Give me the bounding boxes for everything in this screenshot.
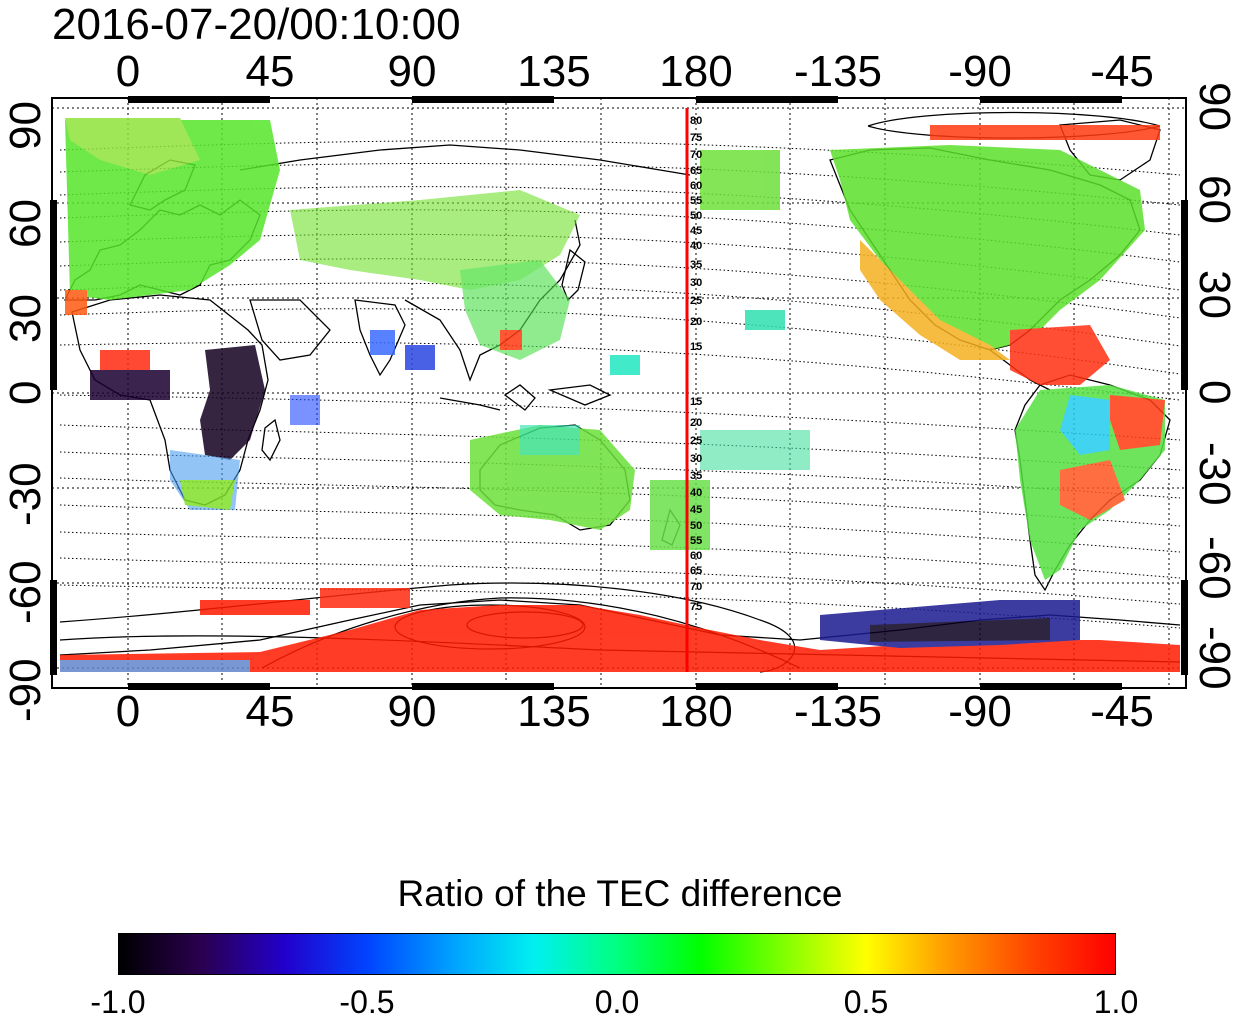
y-tick-right: 30 [1190,270,1239,319]
contour-label: 50 [690,520,703,532]
x-tick-bottom: -135 [793,687,883,736]
x-tick-top: 45 [245,47,295,96]
map-timestamp: 2016-07-20/00:10:00 [52,0,461,49]
y-tick-right: 0 [1190,380,1239,405]
x-tick-bottom: -90 [948,687,1012,736]
y-tick-right: -90 [1190,626,1239,690]
x-tick-bottom: 180 [659,687,733,736]
x-tick-bottom: -45 [1090,687,1154,736]
x-tick-top: 0 [115,47,141,96]
contour-label: 40 [690,240,703,252]
contour-label: 70 [690,149,703,161]
contour-label: 20 [690,316,703,328]
colorbar-gradient [118,933,1116,975]
contour-label: 40 [690,487,703,499]
y-tick-left: -30 [1,462,50,526]
y-tick-right: 90 [1190,82,1239,131]
contour-label: 45 [690,225,703,237]
contour-label: 35 [690,470,703,482]
x-tick-bottom: 90 [387,687,437,736]
tec-data-patches [60,118,1180,672]
contour-label: 80 [690,115,703,127]
y-tick-left: 90 [1,101,50,150]
contour-label: 30 [690,277,703,289]
contour-label: 20 [690,417,703,429]
x-tick-top: 90 [387,47,437,96]
frame-tick-bars [50,96,1188,690]
contour-label: 60 [690,180,703,192]
colorbar-tick-label: 1.0 [1093,984,1139,1020]
x-tick-top: -90 [948,47,1012,96]
contour-label: 50 [690,210,703,222]
colorbar-title: Ratio of the TEC difference [397,873,843,914]
contour-label: 25 [690,295,703,307]
contour-label: 75 [690,601,703,613]
x-tick-bottom: 0 [115,687,141,736]
y-tick-right: -30 [1190,442,1239,506]
colorbar-tick-label: -0.5 [339,984,395,1020]
contour-label: 65 [690,565,703,577]
x-tick-bottom: 45 [245,687,295,736]
contour-label: 35 [690,259,703,271]
x-tick-top: -135 [793,47,883,96]
x-tick-top: 135 [517,47,591,96]
x-tick-top: 180 [659,47,733,96]
y-tick-left: -60 [1,560,50,624]
x-tick-bottom: 135 [517,687,591,736]
contour-label: 60 [690,550,703,562]
contour-label: 15 [690,341,703,353]
contour-label: 70 [690,581,703,593]
x-tick-top: -45 [1090,47,1154,96]
y-tick-left: -90 [1,658,50,722]
contour-label: 15 [690,396,703,408]
y-tick-left: 60 [1,199,50,248]
y-tick-left: 0 [1,380,50,405]
colorbar-tick-label: 0.0 [594,984,640,1020]
contour-label: 25 [690,435,703,447]
contour-label: 55 [690,535,703,547]
contour-label: 55 [690,195,703,207]
contour-label: 30 [690,453,703,465]
y-tick-left: 30 [1,294,50,343]
colorbar-tick-label: -1.0 [90,984,146,1020]
contour-label: 65 [690,165,703,177]
y-tick-right: -60 [1190,536,1239,600]
y-tick-right: 60 [1190,175,1239,224]
contour-label: 75 [690,132,703,144]
contour-label: 45 [690,504,703,516]
colorbar-tick-label: 0.5 [843,984,889,1020]
